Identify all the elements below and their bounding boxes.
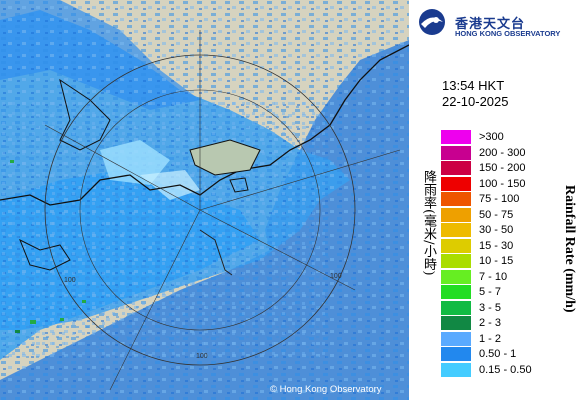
radar-image: 100 100 100 [0, 0, 410, 400]
legend-row: 3 - 5 [441, 300, 571, 315]
legend-color-swatch [441, 223, 471, 237]
legend-color-swatch [441, 285, 471, 299]
range-label-1: 100 [64, 277, 76, 284]
legend-color-swatch [441, 192, 471, 206]
legend-color-swatch [441, 300, 471, 315]
legend-color-swatch [441, 238, 471, 253]
legend-color-swatch [441, 161, 471, 175]
legend-row: 10 - 15 [441, 254, 571, 268]
copyright-text: © Hong Kong Observatory [270, 384, 382, 395]
legend-title-cn: 降雨率(毫米/小時) [421, 170, 436, 276]
moderate-rain-specks [10, 160, 86, 333]
legend-row: 100 - 150 [441, 176, 571, 191]
legend-color-swatch [441, 362, 471, 377]
legend-range-label: 75 - 100 [479, 193, 520, 205]
legend-range-label: 200 - 300 [479, 146, 526, 159]
legend-row: 2 - 3 [441, 316, 571, 330]
radar-time: 13:54 HKT [442, 78, 505, 93]
legend-row: 150 - 200 [441, 161, 571, 175]
legend-range-label: 1 - 2 [479, 332, 502, 345]
logo-name-en: HONG KONG OBSERVATORY [455, 29, 561, 38]
legend-row: 75 - 100 [441, 192, 571, 206]
legend-row: 0.15 - 0.50 [441, 362, 571, 377]
island-outline [19, 238, 71, 271]
legend-color-swatch [441, 347, 471, 361]
legend-color-swatch [441, 176, 471, 191]
legend-range-label: 0.15 - 0.50 [479, 363, 532, 376]
channel-line [199, 229, 233, 276]
range-label-3: 100 [196, 353, 208, 360]
legend-row: 200 - 300 [441, 145, 571, 160]
radar-date: 22-10-2025 [442, 94, 509, 109]
legend-range-label: >300 [479, 131, 504, 143]
legend-range-label: 50 - 75 [479, 208, 514, 221]
legend-color-swatch [441, 316, 471, 330]
light-rain-patch-2 [140, 170, 200, 200]
rain-speckle-2 [0, 100, 330, 360]
legend-color-swatch [441, 130, 471, 144]
legend-row: 0.50 - 1 [441, 347, 571, 361]
legend-color-swatch [441, 254, 471, 268]
legend-range-label: 100 - 150 [479, 177, 526, 190]
legend-range-label: 10 - 15 [479, 255, 514, 267]
river-outline [59, 78, 111, 151]
legend-color-swatch [441, 269, 471, 284]
range-label-2: 100 [330, 273, 342, 280]
legend-range-label: 30 - 50 [479, 224, 514, 236]
legend-color-swatch [441, 331, 471, 346]
observatory-logo: 香港天文台 HONG KONG OBSERVATORY [415, 8, 575, 38]
coastline [0, 44, 410, 206]
legend-row: 30 - 50 [441, 223, 571, 237]
legend-title-en: Rainfall Rate (mm/h) [562, 185, 577, 313]
legend-color-swatch [441, 207, 471, 222]
legend-row: 7 - 10 [441, 269, 571, 284]
radial-lines [44, 30, 401, 391]
legend-panel: 香港天文台 HONG KONG OBSERVATORY 13:54 HKT 22… [409, 0, 577, 400]
legend-range-label: 150 - 200 [479, 162, 526, 174]
observatory-emblem-icon [419, 9, 445, 35]
legend-row: 15 - 30 [441, 238, 571, 253]
legend-range-label: 15 - 30 [479, 239, 514, 252]
legend-row: 50 - 75 [441, 207, 571, 222]
legend-range-label: 3 - 5 [479, 301, 502, 314]
legend-row: 1 - 2 [441, 331, 571, 346]
legend-range-label: 0.50 - 1 [479, 348, 517, 360]
radar-map: 100 100 100 © Hong Kong Observatory [0, 0, 410, 400]
legend-range-label: 2 - 3 [479, 317, 502, 329]
logo-name-cn: 香港天文台 [455, 17, 526, 32]
legend-color-swatch [441, 145, 471, 160]
island-lantau [189, 139, 261, 176]
legend-row: 5 - 7 [441, 285, 571, 299]
legend-range-label: 7 - 10 [479, 270, 508, 283]
legend-row: >300 [441, 130, 571, 144]
legend-range-label: 5 - 7 [479, 286, 502, 298]
island-small [229, 177, 249, 193]
